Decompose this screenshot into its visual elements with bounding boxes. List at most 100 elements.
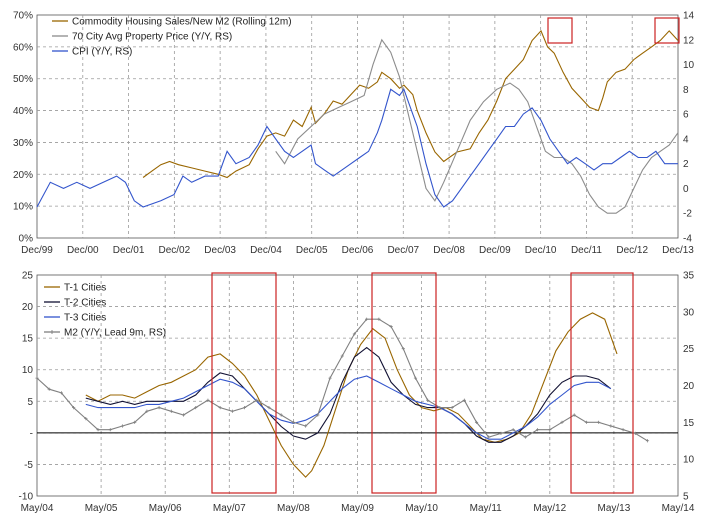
x-tick-label: May/11 [470,503,502,514]
highlight-box [654,17,680,44]
x-tick-label: Dec/99 [21,245,53,256]
m2-marker [169,409,173,413]
x-tick-label: May/10 [405,503,438,514]
m2-marker [597,420,601,424]
m2-marker [511,428,515,432]
x-tick-label: Dec/05 [296,245,328,256]
left-tick-label: -5 [24,460,33,471]
left-tick-label: 15 [22,334,34,345]
m2-marker [377,317,381,321]
highlight-box [371,272,437,494]
left-tick-label: 20 [22,302,34,313]
right-tick-label: 14 [683,11,695,22]
m2-marker [365,317,369,321]
x-tick-label: Dec/12 [616,245,648,256]
legend-label: M2 (Y/Y, Lead 9m, RS) [64,328,166,339]
m2-marker [181,413,186,417]
x-tick-label: Dec/09 [479,245,511,256]
m2-marker [413,376,418,380]
m2-marker [572,413,576,417]
left-tick-label: 0% [19,234,34,245]
m2-marker [120,424,125,428]
m2-marker [352,332,357,336]
m2-marker [255,398,259,402]
x-tick-label: May/13 [598,503,631,514]
m2-marker [340,354,344,358]
m2-marker [426,398,430,402]
x-tick-label: May/07 [213,503,246,514]
left-tick-label: 70% [13,11,33,22]
plot-frame [36,14,679,239]
m2-marker [548,428,552,432]
m2-marker [242,406,247,410]
m2-marker [450,406,454,410]
m2-marker [108,428,112,432]
left-tick-label: 5 [27,397,33,408]
x-tick-label: Dec/10 [525,245,557,256]
m2-marker [157,406,161,410]
left-tick-label: 10% [13,202,33,213]
legend-label: T-2 Cities [64,298,106,309]
m2-marker [35,376,39,380]
right-tick-label: 30 [683,307,695,318]
m2-marker [84,417,88,421]
left-tick-label: 25 [22,271,34,282]
x-tick-label: May/05 [85,503,118,514]
x-tick-label: Dec/01 [113,245,145,256]
m2-marker [206,398,210,402]
right-tick-label: 15 [683,418,695,429]
right-tick-label: 10 [683,60,695,71]
series-line [85,375,612,440]
x-tick-label: Dec/11 [571,245,602,256]
m2-marker [145,409,149,413]
right-tick-label: 6 [683,110,689,121]
right-tick-label: 35 [683,271,695,282]
right-tick-label: 2 [683,159,689,170]
m2-marker [72,406,76,410]
left-tick-label: 20% [13,170,33,181]
x-tick-label: Dec/13 [662,245,694,256]
legend-label: Commodity Housing Sales/New M2 (Rolling … [72,17,292,28]
top-chart-panel: 0% 10% 20% 30% 40% 50% 60% 70% -4 -2 0 2 4 6 8 10 12 14 De… [13,11,695,257]
m2-marker [609,424,613,428]
legend-label: CPI (Y/Y, RS) [72,47,132,58]
right-tick-label: 12 [683,35,695,46]
series-line [85,346,612,443]
x-tick-label: Dec/02 [159,245,191,256]
m2-marker [499,431,503,435]
m2-marker [474,420,479,424]
x-tick-label: May/14 [662,503,695,514]
m2-marker [267,406,271,410]
left-tick-label: 60% [13,42,33,53]
m2-marker [487,435,491,439]
right-tick-label: -2 [683,209,692,220]
m2-marker [96,428,100,432]
left-tick-label: 50% [13,74,33,85]
x-tick-label: Dec/00 [67,245,99,256]
right-tick-label: 0 [683,184,689,195]
highlight-box [570,272,634,494]
left-tick-label: - [30,428,33,439]
right-tick-label: 5 [683,492,689,503]
m2-marker [438,406,442,410]
left-tick-label: 30% [13,138,33,149]
m2-marker [560,420,564,424]
m2-marker [535,428,540,432]
legend-label: T-3 Cities [64,313,106,324]
right-tick-label: 10 [683,455,695,466]
x-tick-label: May/08 [277,503,310,514]
m2-marker [47,387,51,391]
m2-marker [401,347,405,351]
m2-marker [462,398,466,402]
right-tick-label: 4 [683,134,689,145]
x-tick-label: May/09 [341,503,374,514]
series-line [36,88,678,208]
m2-marker [230,409,234,413]
x-tick-label: Dec/04 [250,245,282,256]
m2-marker [389,324,393,329]
right-tick-label: -4 [683,234,692,245]
left-tick-label: -10 [19,492,34,503]
x-tick-label: Dec/06 [342,245,374,256]
m2-marker [304,424,308,428]
